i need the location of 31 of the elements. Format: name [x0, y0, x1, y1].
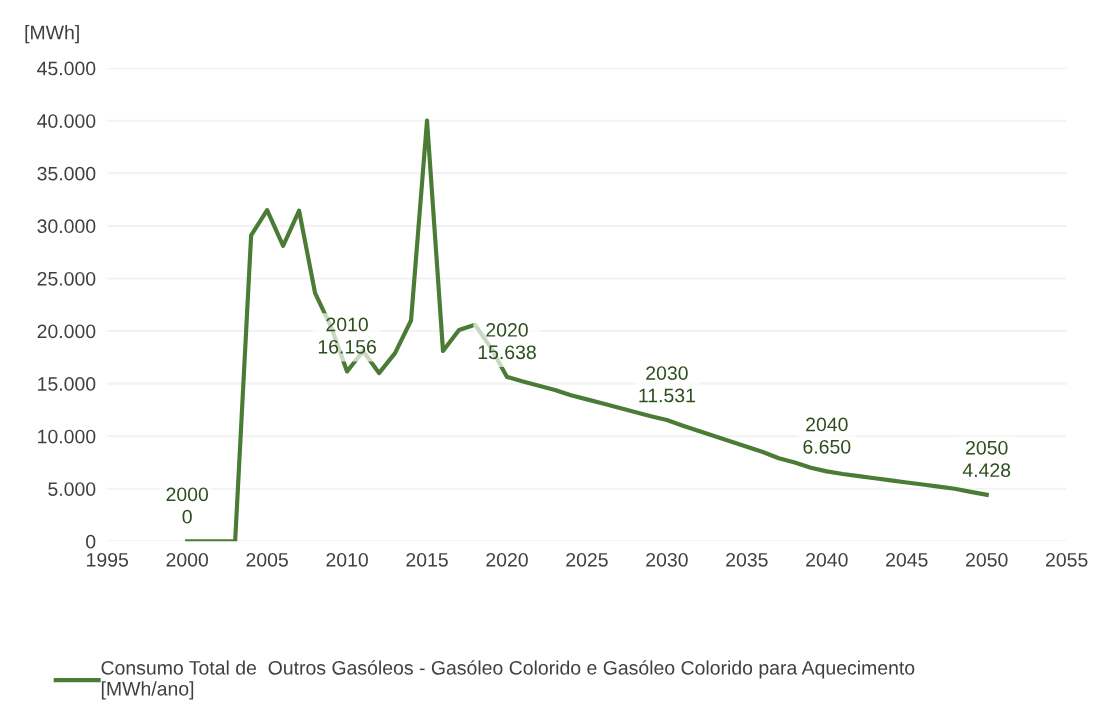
x-tick-label: 2030 [646, 552, 688, 567]
x-tick-label: 2040 [806, 552, 848, 567]
y-tick-label: 0 [86, 534, 96, 549]
y-tick-label: 5.000 [48, 482, 96, 496]
y-tick-label: 20.000 [37, 324, 96, 339]
y-tick-label: 25.000 [37, 271, 96, 286]
x-tick-label: 2010 [326, 552, 368, 567]
annotation: 2030 11.531 [639, 366, 695, 403]
y-tick-label: 30.000 [37, 219, 96, 234]
x-tick-label: 2005 [246, 552, 288, 567]
annotation: 2040 6.650 [803, 417, 851, 454]
annotation: 2000 0 [166, 487, 209, 524]
x-tick-label: 1995 [87, 552, 129, 567]
x-tick-label: 2035 [726, 552, 768, 567]
y-tick-label: 45.000 [37, 61, 96, 76]
y-tick-label: 10.000 [38, 429, 96, 444]
legend-label: Consumo Total de Outros Gasóleos - Gasóleo Colorido e Gasóleo Colorido para Aquecimento [MWh/ano] [101, 660, 915, 700]
x-tick-label: 2025 [566, 552, 608, 567]
x-tick-label: 2015 [406, 552, 448, 567]
y-tick-label: 35.000 [37, 166, 96, 181]
x-tick-label: 2055 [1046, 552, 1088, 567]
y-axis-title: [MWh] [25, 25, 79, 44]
x-tick-label: 2000 [166, 552, 209, 567]
y-tick-label: 40.000 [37, 114, 96, 128]
annotation: 2020 15.638 [478, 323, 536, 360]
x-tick-label: 2045 [886, 552, 928, 567]
annotation: 2050 4.428 [962, 440, 1011, 478]
annotation: 2010 16.156 [318, 317, 376, 354]
x-tick-label: 2050 [966, 552, 1008, 567]
y-tick-label: 15.000 [38, 377, 96, 391]
x-tick-label: 2020 [486, 552, 528, 567]
